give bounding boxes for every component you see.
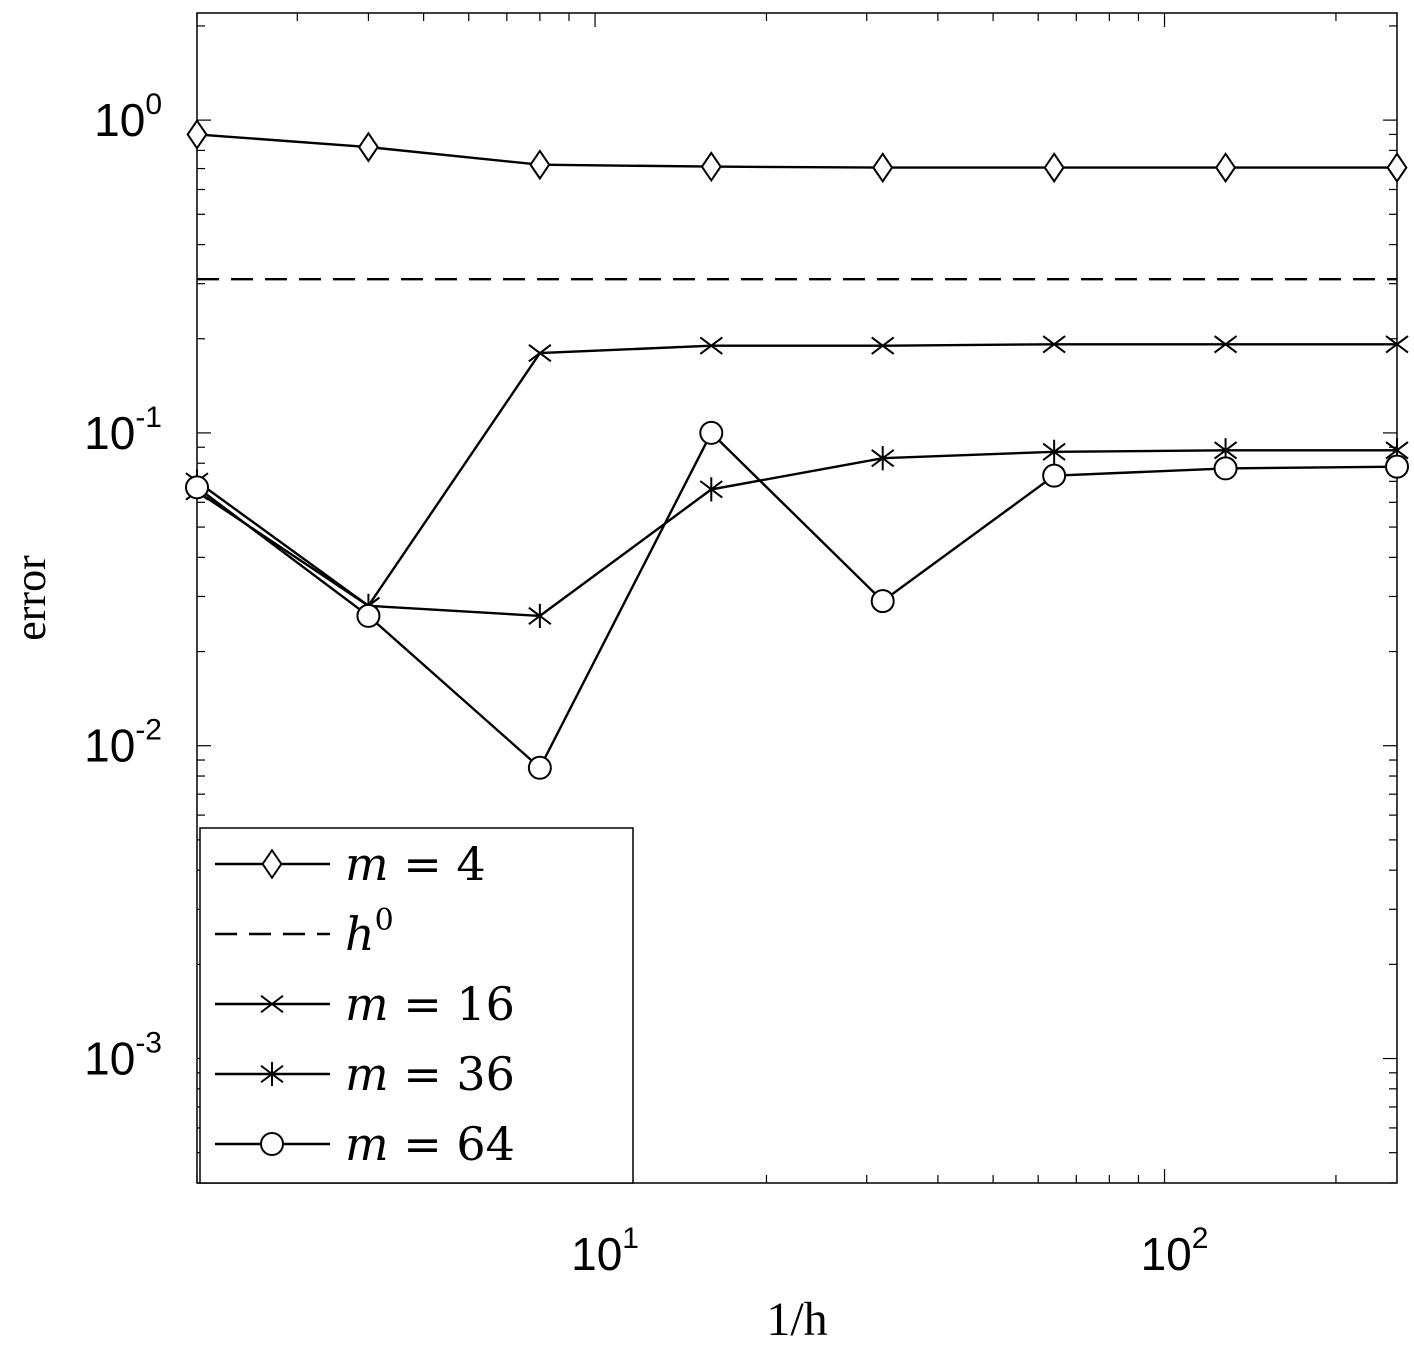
diamond-marker [872,152,894,184]
legend-label-value: = 4 [389,837,486,891]
diamond-marker [186,118,208,150]
legend-label: m = 36 [345,1047,515,1101]
series-line [196,343,1397,608]
y-tick-label: 100 [94,88,162,146]
legend-label: h0 [345,903,394,961]
y-tick-label: 10-1 [84,401,162,459]
x-marker-stroke [1385,335,1409,354]
series-line [196,430,1398,770]
star-marker [260,1061,284,1087]
diamond-marker [357,131,379,163]
circle-marker [1385,454,1409,479]
legend-label-symbol: m [345,1047,389,1101]
legend-entry: m = 64 [215,1117,515,1171]
x-marker-stroke [1042,335,1066,354]
legend-entry: m = 36 [215,1047,515,1101]
x-marker [1042,335,1066,354]
series-4 [185,420,1409,780]
x-marker [699,336,723,355]
y-tick-label-base: 10 [94,94,145,146]
x-marker-stroke [1213,335,1238,354]
x-axis-label: 1/h [766,1293,827,1346]
x-marker-stroke [871,336,895,355]
x-tick-label-exponent: 2 [1192,1222,1209,1255]
legend-label-symbol: h [345,907,375,961]
diamond-marker [1215,152,1237,184]
diamond-marker [700,151,722,183]
legend-label-value: = 36 [389,1047,515,1101]
x-marker-stroke [699,336,723,355]
star-marker [699,477,723,502]
legend-label: m = 4 [345,837,486,891]
circle-marker [870,589,895,614]
legend-label-symbol: m [345,1117,389,1171]
series-3 [185,438,1409,629]
y-tick-label: 10-3 [84,1027,162,1085]
circle-marker [1213,456,1238,481]
legend-entry: m = 16 [215,977,515,1031]
circle-marker [699,420,724,445]
legend-label: m = 16 [345,977,515,1031]
series-layer [185,118,1409,780]
x-tick-label-base: 10 [1141,1228,1192,1280]
legend-box [199,827,634,1184]
x-marker [1385,335,1409,354]
x-marker [1213,335,1238,354]
y-tick-label-base: 10 [84,407,135,459]
legend-label-exponent: 0 [375,903,394,938]
diamond-marker [1386,152,1408,184]
x-marker [528,344,552,363]
y-tick-label-base: 10 [84,1033,135,1085]
diamond-marker [529,149,551,181]
legend-label: m = 64 [345,1117,515,1171]
y-tick-label-base: 10 [84,720,135,772]
x-marker-stroke [260,994,284,1014]
diamond-marker [1043,152,1065,184]
x-tick-label: 102 [1141,1222,1209,1280]
circle-marker [260,1132,284,1156]
y-tick-label-exponent: -3 [135,1027,162,1060]
star-marker [1042,439,1066,464]
legend-label-symbol: m [345,837,389,891]
circle-marker [1042,463,1067,488]
legend-label-symbol: m [345,977,389,1031]
series-line [196,449,1397,618]
y-tick-label-exponent: -2 [135,714,162,747]
x-tick-label-exponent: 1 [622,1222,639,1255]
star-marker [528,603,552,629]
legend-label-value: = 64 [389,1117,515,1171]
diamond-marker [261,848,283,880]
y-axis-label: error [6,555,55,641]
legend-entry: h0 [215,903,394,961]
legend-label-value: = 16 [389,977,515,1031]
x-tick-label: 101 [571,1222,639,1280]
y-tick-label: 10-2 [84,714,162,772]
circle-marker [527,755,552,780]
x-marker [871,336,895,355]
series-line [196,133,1397,169]
legend-entry: m = 4 [215,837,486,891]
x-tick-label-base: 10 [571,1228,622,1280]
circle-marker [185,475,209,500]
x-marker-stroke [528,344,552,363]
x-marker [260,994,284,1014]
y-tick-label-exponent: 0 [145,88,162,121]
y-tick-label-exponent: -1 [135,401,162,434]
star-marker [871,446,895,471]
series-0 [186,118,1408,184]
circle-marker [356,603,381,628]
